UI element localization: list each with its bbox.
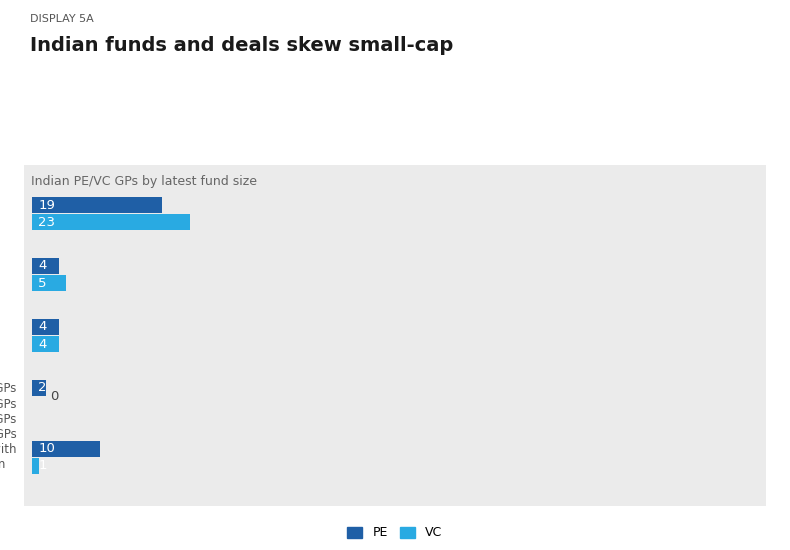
Text: 0: 0 — [51, 390, 58, 403]
Text: 2: 2 — [39, 381, 47, 394]
Text: 1: 1 — [39, 459, 47, 472]
Text: 10: 10 — [39, 442, 55, 455]
Bar — [32, 214, 190, 230]
Bar — [32, 458, 39, 474]
Text: 4: 4 — [39, 320, 47, 333]
Text: Upper mid-cap Indian GPs
$500-1b: Upper mid-cap Indian GPs $500-1b — [0, 413, 17, 441]
Text: 19: 19 — [39, 199, 55, 212]
Text: 5: 5 — [39, 277, 47, 290]
Text: Small-cap Indian GPs
<$300m: Small-cap Indian GPs <$300m — [0, 382, 17, 410]
Text: Indian PE/VC GPs by latest fund size: Indian PE/VC GPs by latest fund size — [31, 175, 257, 188]
Bar — [32, 197, 162, 213]
Text: DISPLAY 5A: DISPLAY 5A — [30, 14, 94, 24]
Bar — [32, 319, 59, 335]
Legend: PE, VC: PE, VC — [342, 521, 448, 544]
Bar — [32, 275, 66, 292]
Bar — [32, 258, 59, 274]
Bar — [32, 441, 100, 456]
Text: 4: 4 — [39, 338, 47, 351]
Text: Large-cap Indian GPs
$1-2b: Large-cap Indian GPs $1-2b — [0, 428, 17, 456]
Bar — [32, 379, 46, 396]
Text: 4: 4 — [39, 260, 47, 272]
Text: 23: 23 — [39, 216, 55, 229]
Text: Indian funds and deals skew small-cap: Indian funds and deals skew small-cap — [30, 36, 453, 55]
Text: Mid-cap Indian GPs
$300-500m: Mid-cap Indian GPs $300-500m — [0, 398, 17, 426]
Text: Regional/Global GPs with
$2b+ India allocation: Regional/Global GPs with $2b+ India allo… — [0, 443, 17, 471]
Bar — [32, 336, 59, 352]
